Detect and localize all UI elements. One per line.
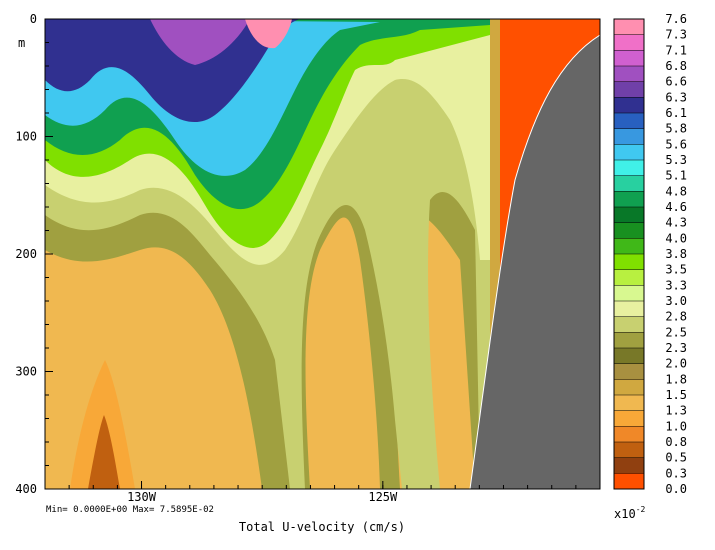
colorbar-tick-label: 2.3: [665, 341, 687, 355]
colorbar: 7.6 7.37.1 6.8 6.66.3 6.1 5.85.6 5.3 5.14.8 4.6 4…: [614, 12, 687, 496]
colorbar-swatch: [614, 348, 644, 365]
colorbar-tick-label: 5.6: [665, 137, 687, 151]
colorbar-swatch: [614, 34, 644, 51]
colorbar-tick-label: 5.1: [665, 169, 687, 183]
colorbar-tick-label: 1.5: [665, 388, 687, 402]
x-axis-label: Total U-velocity (cm/s): [239, 520, 405, 534]
x-tick-label: 130W: [127, 490, 157, 504]
colorbar-swatch: [614, 144, 644, 161]
colorbar-tick-label: 4.6: [665, 200, 687, 214]
colorbar-swatch: [614, 363, 644, 380]
colorbar-tick-label: 7.6: [665, 12, 687, 26]
colorbar-swatch: [614, 81, 644, 98]
colorbar-tick-label: 2.8: [665, 310, 687, 324]
colorbar-tick-label: 2.0: [665, 357, 687, 371]
colorbar-tick-label: 2.5: [665, 325, 687, 339]
heatmap-band: [245, 19, 292, 49]
colorbar-swatch: [614, 175, 644, 192]
heatmap-band: [45, 19, 300, 123]
colorbar-tick-label: 5.3: [665, 153, 687, 167]
colorbar-swatch: [614, 426, 644, 443]
colorbar-swatch: [614, 316, 644, 333]
y-tick-label: 300: [15, 365, 37, 379]
colorbar-tick-label: 3.8: [665, 247, 687, 261]
colorbar-swatch: [614, 66, 644, 83]
colorbar-tick-label: 4.0: [665, 231, 687, 245]
colorbar-swatch: [614, 254, 644, 271]
heatmap-band: [490, 19, 500, 489]
colorbar-swatch: [614, 410, 644, 427]
colorbar-tick-label: 0.8: [665, 435, 687, 449]
colorbar-tick-label: 7.3: [665, 28, 687, 42]
colorbar-swatch: [614, 97, 644, 114]
colorbar-swatch: [614, 160, 644, 177]
colorbar-tick-label: 6.3: [665, 90, 687, 104]
x-tick-label: 125W: [368, 490, 398, 504]
colorbar-frame: [613, 18, 645, 490]
y-axis: 0 100 200 300 400: [15, 12, 53, 496]
colorbar-scale-label: x10-2: [614, 505, 646, 521]
colorbar-swatch: [614, 222, 644, 239]
colorbar-swatch: [614, 50, 644, 67]
x-axis: 130W 125W: [68, 481, 577, 504]
colorbar-swatch: [614, 332, 644, 349]
colorbar-swatch: [614, 285, 644, 302]
colorbar-swatch: [614, 442, 644, 459]
colorbar-scale-base: x10: [614, 507, 636, 521]
plot-area: [45, 19, 600, 489]
y-tick-label: 400: [15, 482, 37, 496]
colorbar-tick-label: 6.1: [665, 106, 687, 120]
y-tick-label: 100: [15, 130, 37, 144]
colorbar-tick-label: 7.1: [665, 43, 687, 57]
land-mask: [469, 34, 600, 489]
colorbar-swatch: [614, 191, 644, 208]
y-axis-unit: m: [18, 36, 25, 50]
colorbar-tick-label: 5.8: [665, 122, 687, 136]
colorbar-swatch: [614, 269, 644, 286]
colorbar-tick-label: 0.5: [665, 451, 687, 465]
colorbar-tick-label: 6.8: [665, 59, 687, 73]
min-max-stats: Min= 0.0000E+00 Max= 7.5895E-02: [46, 505, 214, 515]
colorbar-swatch: [614, 19, 644, 36]
colorbar-swatch: [614, 113, 644, 130]
colorbar-tick-label: 3.5: [665, 263, 687, 277]
colorbar-swatch: [614, 395, 644, 412]
colorbar-tick-label: 3.3: [665, 278, 687, 292]
colorbar-swatch: [614, 238, 644, 255]
colorbar-tick-label: 1.8: [665, 372, 687, 386]
colorbar-swatch: [614, 128, 644, 145]
colorbar-tick-label: 6.6: [665, 75, 687, 89]
y-tick-label: 0: [30, 12, 37, 26]
colorbar-tick-label: 1.3: [665, 404, 687, 418]
colorbar-tick-label: 4.8: [665, 184, 687, 198]
colorbar-swatch: [614, 457, 644, 474]
colorbar-tick-label: 1.0: [665, 419, 687, 433]
y-tick-label: 200: [15, 247, 37, 261]
heatmap-band: [88, 415, 120, 489]
colorbar-swatch: [614, 473, 644, 490]
colorbar-tick-label: 0.3: [665, 466, 687, 480]
colorbar-swatch: [614, 207, 644, 224]
colorbar-tick-label: 0.0: [665, 482, 687, 496]
colorbar-tick-label: 4.3: [665, 216, 687, 230]
heatmap-band: [150, 19, 250, 65]
colorbar-tick-label: 3.0: [665, 294, 687, 308]
colorbar-scale-exponent: -2: [636, 505, 646, 514]
colorbar-swatch: [614, 379, 644, 396]
colorbar-swatch: [614, 301, 644, 318]
